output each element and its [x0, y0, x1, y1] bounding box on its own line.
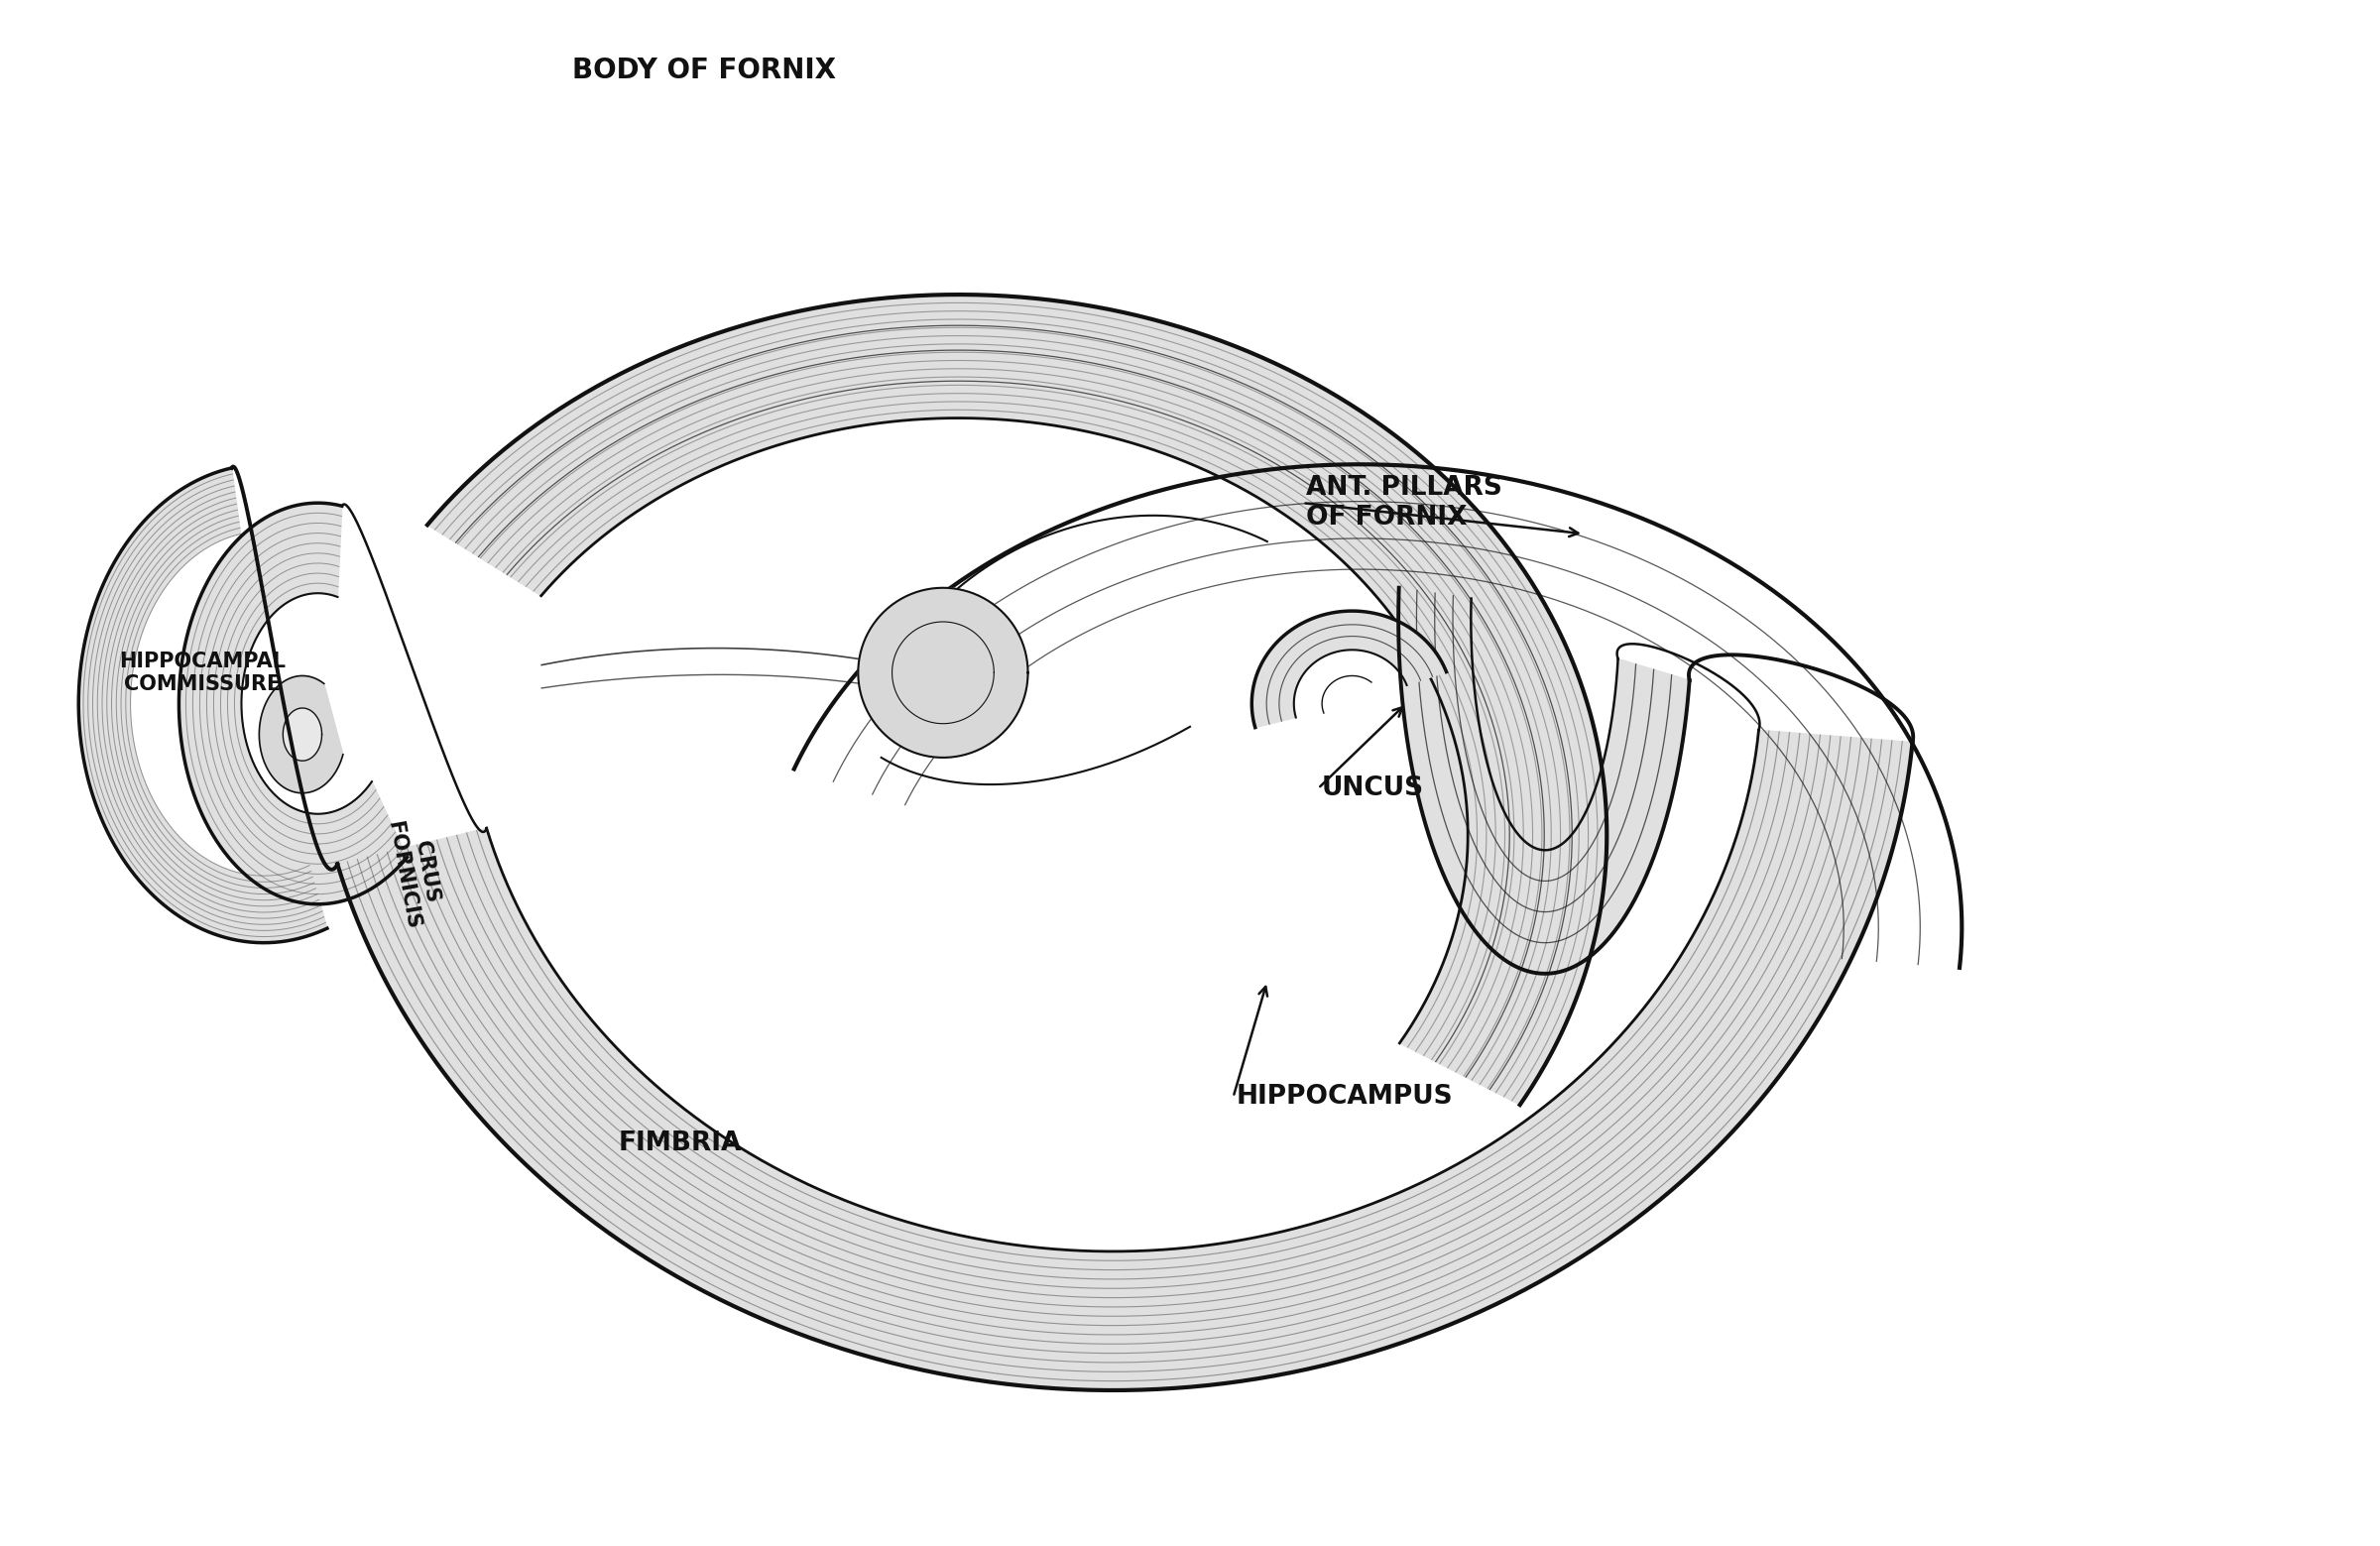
Polygon shape — [1252, 611, 1447, 728]
Text: BODY OF FORNIX: BODY OF FORNIX — [571, 57, 835, 85]
Text: CRUS
FORNICIS: CRUS FORNICIS — [386, 815, 445, 931]
Text: HIPPOCAMPAL
COMMISSURE: HIPPOCAMPAL COMMISSURE — [119, 651, 286, 694]
Text: ANT. PILLARS
OF FORNIX: ANT. PILLARS OF FORNIX — [1307, 475, 1502, 530]
Text: FIMBRIA: FIMBRIA — [619, 1130, 743, 1156]
Polygon shape — [1399, 587, 1690, 974]
Polygon shape — [338, 730, 1914, 1390]
Polygon shape — [283, 708, 321, 761]
Polygon shape — [859, 587, 1028, 758]
Text: HIPPOCAMPUS: HIPPOCAMPUS — [1235, 1084, 1454, 1110]
Text: UNCUS: UNCUS — [1321, 776, 1423, 801]
Polygon shape — [428, 295, 1607, 1105]
Polygon shape — [178, 502, 407, 904]
Polygon shape — [259, 676, 343, 793]
Polygon shape — [79, 468, 326, 943]
